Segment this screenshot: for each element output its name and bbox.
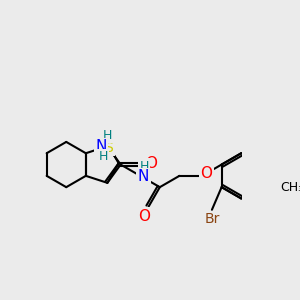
- Text: H: H: [140, 160, 149, 173]
- Text: N: N: [138, 169, 149, 184]
- Text: O: O: [139, 209, 151, 224]
- Text: CH₃: CH₃: [280, 181, 300, 194]
- Text: S: S: [105, 141, 113, 155]
- Text: N: N: [95, 140, 106, 154]
- Text: Br: Br: [204, 212, 220, 226]
- Text: H: H: [103, 129, 112, 142]
- Text: O: O: [145, 156, 157, 171]
- Text: O: O: [200, 166, 212, 181]
- Text: H: H: [99, 150, 108, 163]
